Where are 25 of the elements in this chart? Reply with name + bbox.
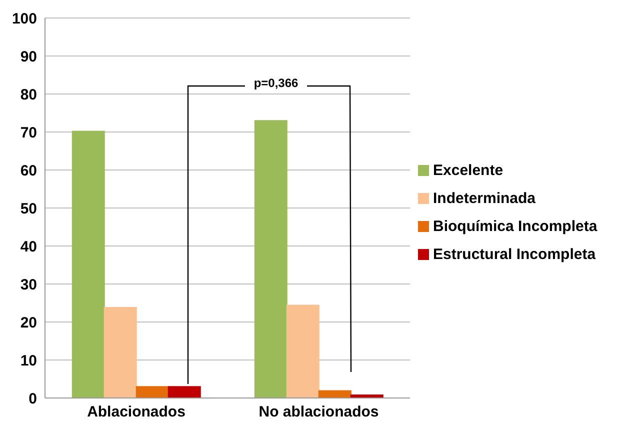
x-tick-label: Ablacionados: [87, 404, 186, 421]
y-tick-label: 30: [20, 276, 37, 294]
bar: [168, 386, 201, 398]
y-tick-label: 100: [12, 10, 37, 28]
legend-label: Excelente: [433, 162, 504, 179]
bar: [318, 390, 352, 398]
y-tick-label: 80: [20, 86, 37, 104]
legend-label: Bioquímica Incompleta: [433, 218, 598, 235]
y-tick-label: 70: [20, 124, 37, 142]
y-tick-label: 90: [20, 48, 37, 66]
y-tick-label: 0: [28, 390, 37, 408]
bar: [72, 130, 105, 398]
legend-label: Estructural Incompleta: [433, 246, 596, 263]
bar: [254, 120, 288, 398]
bar: [286, 304, 320, 398]
bar: [136, 386, 169, 398]
y-tick-label: 20: [20, 314, 37, 332]
y-tick-label: 60: [20, 162, 37, 180]
y-tick-label: 10: [20, 352, 37, 370]
legend-label: Indeterminada: [433, 190, 536, 207]
y-tick-label: 40: [20, 238, 37, 256]
y-tick-label: 50: [20, 200, 37, 218]
annotation: p=0,366: [252, 76, 300, 90]
bar: [104, 307, 137, 398]
x-tick-label: No ablacionados: [258, 404, 379, 421]
